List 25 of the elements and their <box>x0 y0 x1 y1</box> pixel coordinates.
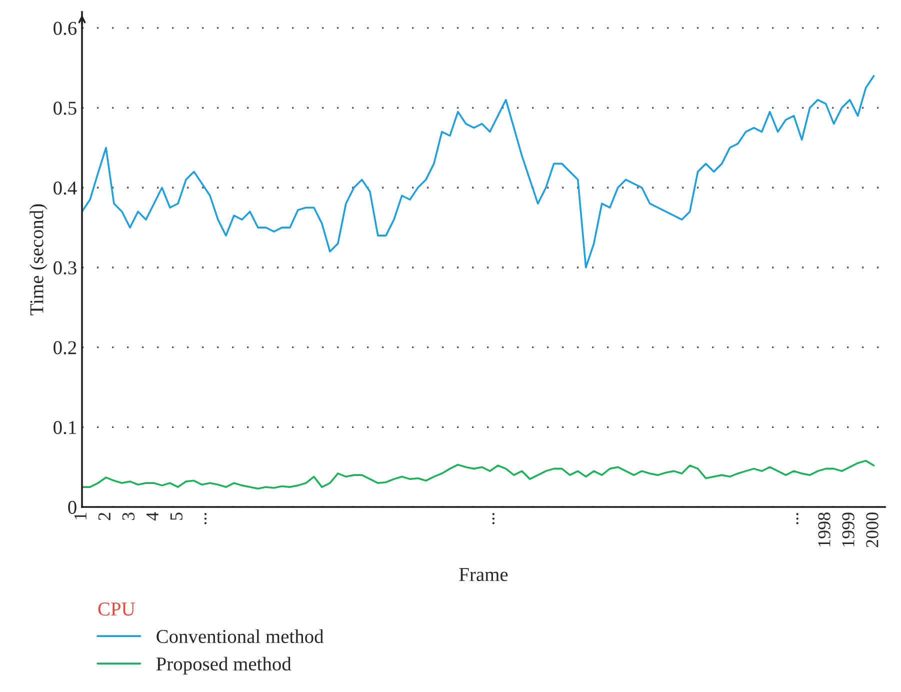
y-tick-label: 0.1 <box>54 420 76 434</box>
line-series <box>82 74 875 268</box>
x-tick-label: 3 <box>122 512 135 520</box>
x-tick-label: 1999 <box>842 512 854 546</box>
x-tick-label: ... <box>204 513 207 524</box>
legend-label: Proposed method <box>156 656 292 674</box>
y-tick-label: 0 <box>68 500 76 514</box>
x-tick-label: 2 <box>98 512 110 520</box>
y-tick-label: 0.5 <box>54 102 76 115</box>
x-tick-label: 5 <box>170 512 182 520</box>
x-axis-title: Frame <box>459 568 508 582</box>
x-tick-label: 2000 <box>866 512 878 548</box>
x-tick-label: 4 <box>146 512 158 521</box>
legend-label: Conventional method <box>156 629 324 644</box>
y-axis-title: Time (second) <box>30 204 48 316</box>
line-series <box>82 460 875 490</box>
x-tick-label: ... <box>492 513 494 524</box>
y-tick-label: 0.2 <box>54 341 76 354</box>
x-tick-label: ... <box>796 513 798 524</box>
y-tick-label: 0.6 <box>54 22 77 35</box>
y-tick-label: 0.3 <box>54 261 76 275</box>
y-tick-label: 0.4 <box>54 181 77 195</box>
x-tick-label: 1998 <box>818 512 830 546</box>
x-tick-label: 1 <box>74 512 86 520</box>
legend-title: CPU <box>98 602 135 616</box>
